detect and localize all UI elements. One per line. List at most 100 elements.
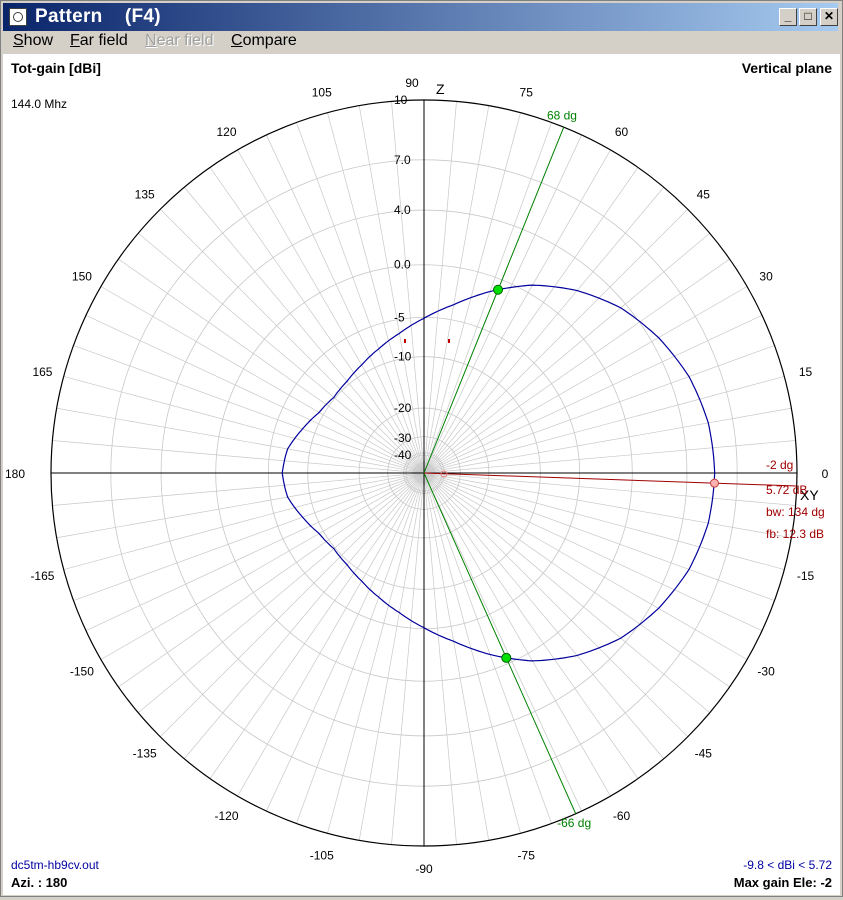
grid-spoke — [423, 105, 490, 474]
grid-spoke — [423, 167, 639, 474]
db-label: -10 — [394, 350, 412, 364]
grid-spoke — [327, 112, 425, 474]
title-bar[interactable]: Pattern (F4) _ □ ✕ — [3, 3, 838, 31]
grid-spoke — [423, 472, 490, 841]
grid-spoke — [118, 472, 425, 688]
grid-spoke — [423, 472, 730, 688]
max-gain-point — [709, 478, 719, 488]
grid-spoke — [423, 472, 639, 779]
menu-near-field: Near field — [145, 32, 214, 49]
angle-label: -30 — [757, 665, 775, 679]
db-label: -5 — [394, 310, 405, 324]
db-label: 7.0 — [394, 153, 411, 167]
grid-spoke — [423, 258, 730, 474]
grid-spoke — [423, 472, 763, 631]
grid-spoke — [358, 472, 425, 841]
grid-spoke — [423, 472, 785, 570]
radiation-pattern — [281, 284, 716, 662]
db-label: -20 — [394, 401, 412, 415]
grid-spoke — [391, 472, 425, 845]
db-label: -30 — [394, 431, 412, 445]
grid-spoke — [423, 101, 457, 474]
grid-spoke — [237, 472, 425, 797]
close-button[interactable]: ✕ — [820, 8, 838, 26]
grid-spoke — [423, 472, 792, 539]
max-gain-line — [423, 472, 797, 487]
polar-plot: ZXY 9075604530150-15-30-45-60-75-9010512… — [5, 76, 829, 876]
grid-spoke — [423, 122, 552, 474]
grid-spoke — [56, 472, 425, 539]
maximize-button[interactable]: □ — [799, 8, 817, 26]
angle-label: -15 — [797, 569, 815, 583]
angle-label: -150 — [70, 665, 94, 679]
lower-beamwidth-label: -66 dg — [557, 816, 591, 830]
db-label: 10 — [394, 93, 408, 107]
angle-label: 150 — [72, 270, 92, 284]
angle-label: 165 — [32, 365, 52, 379]
menu-compare[interactable]: Compare — [231, 32, 297, 49]
grid-spoke — [327, 472, 425, 834]
grid-spoke — [423, 232, 710, 474]
menu-far-field[interactable]: Far field — [70, 32, 128, 49]
angle-label: 0 — [822, 467, 829, 481]
app-icon[interactable] — [9, 8, 27, 26]
angle-label: 30 — [759, 270, 773, 284]
grid-spoke — [423, 134, 582, 474]
grid-spoke — [358, 105, 425, 474]
grid-spoke — [63, 472, 425, 570]
upper-beamwidth-line — [423, 126, 565, 474]
angle-label: -45 — [695, 746, 713, 760]
lower-beamwidth-line — [423, 472, 577, 814]
grid-spoke — [423, 209, 688, 474]
max-gain-angle-label: -2 dg — [766, 458, 793, 472]
angle-label: -75 — [518, 849, 536, 863]
plane-label: Vertical plane — [741, 60, 832, 76]
angle-label: 45 — [697, 188, 711, 202]
max-gain-value-label: 5.72 dB — [766, 483, 807, 497]
angle-label: 135 — [135, 188, 155, 202]
grid-spoke — [237, 149, 425, 474]
pattern-curve — [281, 284, 716, 662]
grid-spoke — [423, 472, 552, 824]
db-label: 0.0 — [394, 258, 411, 272]
minimize-button[interactable]: _ — [779, 8, 797, 26]
angle-label: 90 — [405, 76, 419, 90]
grid-spoke — [118, 258, 425, 474]
grid-spoke — [423, 472, 710, 714]
grid-spoke — [183, 187, 425, 474]
min-gain-point — [440, 470, 448, 478]
angle-label: -90 — [415, 862, 433, 876]
angle-label: 105 — [312, 85, 332, 99]
db-label: -40 — [394, 448, 412, 462]
grid-spoke — [56, 407, 425, 474]
menu-bar: Show Far field Near field Compare — [3, 31, 838, 53]
plot-area[interactable]: Z XY 90 75 60 45 30 15 0 -15 -30 -45 -60 -75 -90 105 12… — [3, 54, 840, 895]
grid-spoke — [100, 286, 425, 474]
grid-spoke — [423, 440, 796, 474]
grid-spoke — [423, 286, 748, 474]
angle-label: 15 — [799, 365, 813, 379]
grid-spoke — [209, 167, 425, 474]
grid-spoke — [85, 315, 425, 474]
angle-label: -135 — [133, 746, 157, 760]
angle-label: 60 — [615, 125, 629, 139]
menu-show[interactable]: Show — [13, 32, 54, 49]
upper-beamwidth-marker — [493, 284, 504, 295]
grid-spoke — [423, 315, 763, 474]
grid-spoke — [423, 472, 521, 834]
grid-spoke — [296, 472, 425, 824]
grid-spoke — [160, 209, 425, 474]
grid-spoke — [160, 472, 425, 737]
grid-spoke — [423, 472, 611, 797]
angle-label: 75 — [520, 85, 534, 99]
grid-spoke — [266, 134, 425, 474]
lower-beamwidth-marker — [501, 652, 512, 663]
grid-spoke — [423, 112, 521, 474]
grid-spoke — [183, 472, 425, 759]
angle-label: -60 — [613, 809, 631, 823]
db-label: 4.0 — [394, 203, 411, 217]
z-axis-label: Z — [436, 81, 445, 97]
grid-spoke — [138, 472, 425, 714]
front-back-label: fb: 12.3 dB — [766, 527, 824, 541]
grid-spoke — [100, 472, 425, 660]
